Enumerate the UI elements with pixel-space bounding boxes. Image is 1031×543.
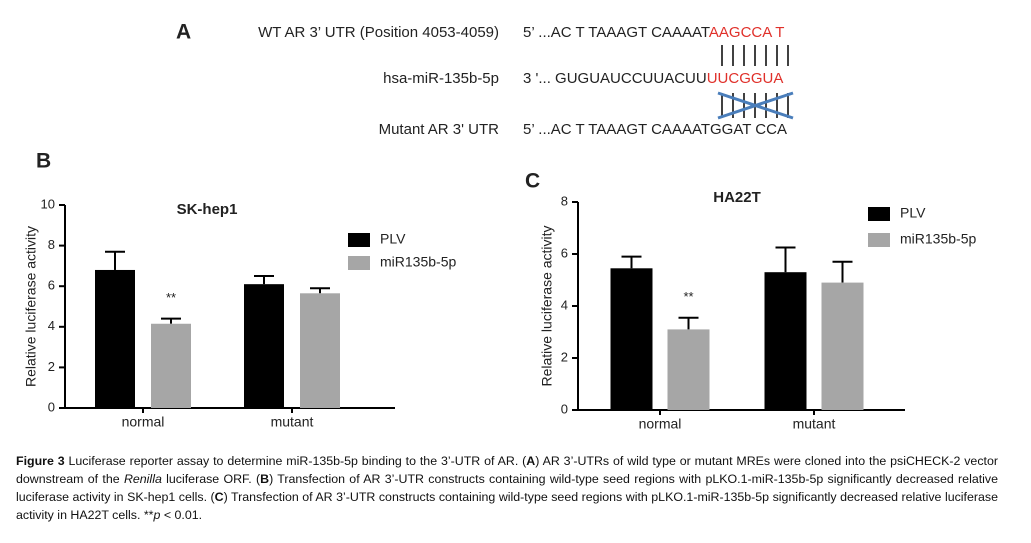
legend-swatch xyxy=(348,233,370,247)
cross-line xyxy=(717,91,794,120)
mismatch-cross xyxy=(717,91,794,120)
caption-label: Figure 3 xyxy=(16,454,65,468)
bar xyxy=(300,293,340,408)
caption: Figure 3 Luciferase reporter assay to de… xyxy=(16,452,998,524)
legend-label: miR135b-5p xyxy=(380,254,456,270)
x-tick-label: mutant xyxy=(793,416,836,432)
caption-text: Renilla xyxy=(123,472,162,486)
legend-swatch xyxy=(868,233,890,247)
panel-letter: C xyxy=(525,170,540,193)
bar xyxy=(95,269,135,408)
y-tick-label: 0 xyxy=(561,401,568,416)
legend-swatch xyxy=(348,256,370,270)
y-axis-label: Relative luciferase activity xyxy=(23,226,39,387)
y-tick-label: 4 xyxy=(48,318,55,333)
caption-text: B xyxy=(260,472,270,486)
bar xyxy=(244,284,284,408)
y-tick-label: 2 xyxy=(48,359,55,374)
caption-text: < 0.01. xyxy=(160,508,203,522)
y-tick-label: 8 xyxy=(48,237,55,252)
sequence-label: Mutant AR 3' UTR xyxy=(379,121,500,138)
legend-label: PLV xyxy=(380,231,406,247)
sequence: 3 '... GUGUAUCCUUACUUUUCGGUA xyxy=(523,70,783,87)
caption-text: C xyxy=(214,490,224,504)
y-tick-label: 2 xyxy=(561,349,568,364)
y-tick-label: 0 xyxy=(48,399,55,414)
y-tick-label: 8 xyxy=(561,193,568,208)
significance-label: ** xyxy=(683,289,693,304)
sequence-text: 5’ ...AC T TAAAGT CAAAAT xyxy=(523,24,710,41)
caption-text: Luciferase reporter assay to determine m… xyxy=(64,454,527,468)
sequence-text: 3 '... GUGUAUCCUUACUU xyxy=(523,70,707,87)
sequence: 5’ ...AC T TAAAGT CAAAATGGAT CCA xyxy=(523,121,787,138)
y-axis-label: Relative luciferase activity xyxy=(539,225,555,386)
significance-label: ** xyxy=(166,290,176,305)
legend-label: miR135b-5p xyxy=(900,231,976,247)
bar xyxy=(667,329,710,410)
caption-text: ) Transfection of AR 3’-UTR constructs c… xyxy=(16,490,998,522)
bar xyxy=(151,323,191,408)
bar xyxy=(610,268,653,410)
y-tick-label: 6 xyxy=(48,278,55,293)
x-tick-label: mutant xyxy=(271,414,314,430)
caption-text: p xyxy=(153,508,161,522)
seed: UUCGGUA xyxy=(707,70,784,87)
figure-panels: A WT AR 3’ UTR (Position 4053-4059) hsa-… xyxy=(23,21,977,432)
caption-text: ** xyxy=(143,508,154,522)
bar xyxy=(821,282,864,410)
sequence: 5’ ...AC T TAAAGT CAAAATAAGCCA T xyxy=(523,24,784,41)
chart-title: SK-hep1 xyxy=(177,201,238,218)
caption-text: ) AR 3’-UTRs of wild type or mutant MREs… xyxy=(16,454,998,486)
caption-text: A xyxy=(526,454,536,468)
caption-text: luciferase ORF. ( xyxy=(161,472,261,486)
y-tick-label: 6 xyxy=(561,245,568,260)
panel-letter: B xyxy=(36,150,51,173)
legend-swatch xyxy=(868,207,890,221)
x-tick-label: normal xyxy=(639,416,682,432)
y-tick-label: 4 xyxy=(561,297,568,312)
x-tick-label: normal xyxy=(122,414,165,430)
y-tick-label: 10 xyxy=(41,196,55,211)
caption-text: ) Transfection of AR 3’-UTR constructs c… xyxy=(16,472,998,504)
seed: AAGCCA T xyxy=(709,24,785,41)
sequence-label: hsa-miR-135b-5p xyxy=(383,70,499,87)
sequence-label: WT AR 3’ UTR (Position 4053-4059) xyxy=(258,24,499,41)
bar xyxy=(764,272,807,410)
panel-letter: A xyxy=(176,21,191,44)
legend-label: PLV xyxy=(900,205,926,221)
chart-title: HA22T xyxy=(713,189,761,206)
